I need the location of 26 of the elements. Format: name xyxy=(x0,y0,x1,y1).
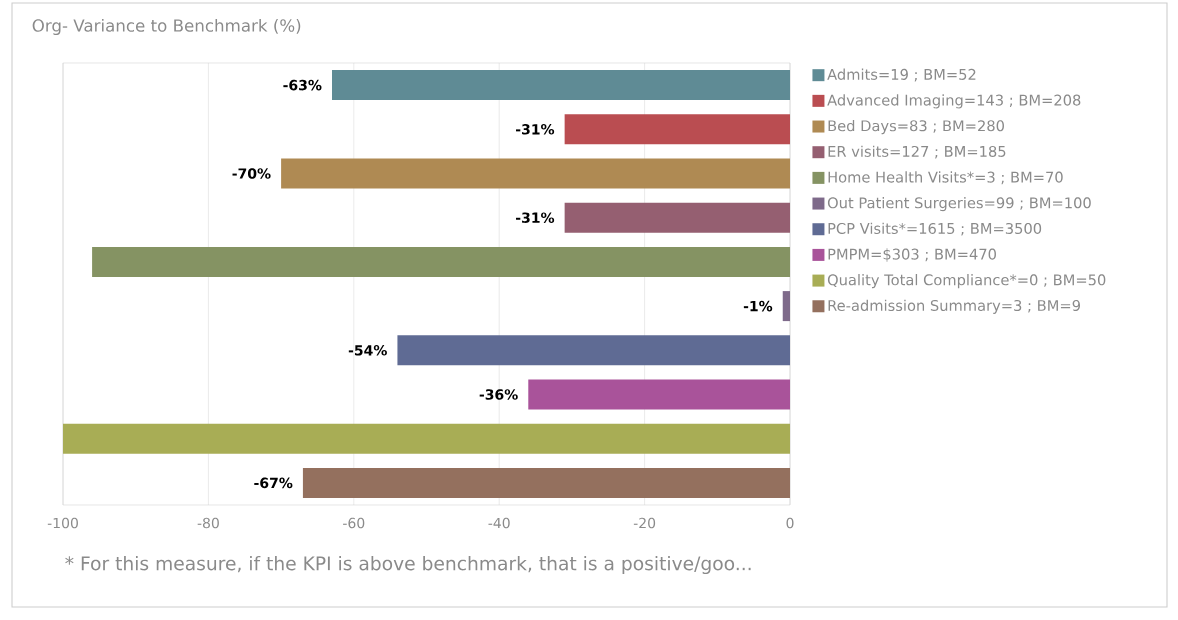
x-tick-label: -20 xyxy=(633,517,656,529)
legend-label: PCP Visits*=1615 ; BM=3500 xyxy=(828,222,1042,236)
x-tick-label: -40 xyxy=(488,517,510,529)
data-label: -1% xyxy=(743,300,773,312)
data-label: -54% xyxy=(348,345,387,356)
data-label: -63% xyxy=(283,79,322,91)
x-tick-label: -100 xyxy=(47,517,78,529)
text: * For this measure, if the KPI is above benchmark, that is a positive/goo... xyxy=(65,555,751,575)
legend-label: Re-admission Summary=3 ; BM=9 xyxy=(828,299,1080,314)
legend-label: Quality Total Compliance*=0 ; BM=50 xyxy=(827,274,1106,289)
legend-label: Home Health Visits*=3 ; BM=70 xyxy=(828,171,1063,185)
data-label: -31% xyxy=(516,124,555,135)
data-label: -31% xyxy=(516,212,555,223)
legend-label: ER visits=127 ; BM=185 xyxy=(828,145,1006,159)
x-tick-label: -80 xyxy=(197,517,219,529)
x-tick-label: -60 xyxy=(343,517,365,529)
x-tick-label: 0 xyxy=(786,517,794,529)
legend-label: Bed Days=83 ; BM=280 xyxy=(828,119,1004,135)
legend-label: PMPM=$303 ; BM=470 xyxy=(828,248,996,262)
chart-title: Org- Variance to Benchmark (%) xyxy=(32,18,301,36)
data-label: -67% xyxy=(254,477,293,489)
data-label: -70% xyxy=(232,168,271,179)
data-label: -36% xyxy=(479,389,518,400)
legend-label: Advanced Imaging=143 ; BM=208 xyxy=(827,94,1081,109)
legend-label: Admits=19 ; BM=52 xyxy=(827,68,976,82)
legend-label: Out Patient Surgeries=99 ; BM=100 xyxy=(827,196,1091,212)
